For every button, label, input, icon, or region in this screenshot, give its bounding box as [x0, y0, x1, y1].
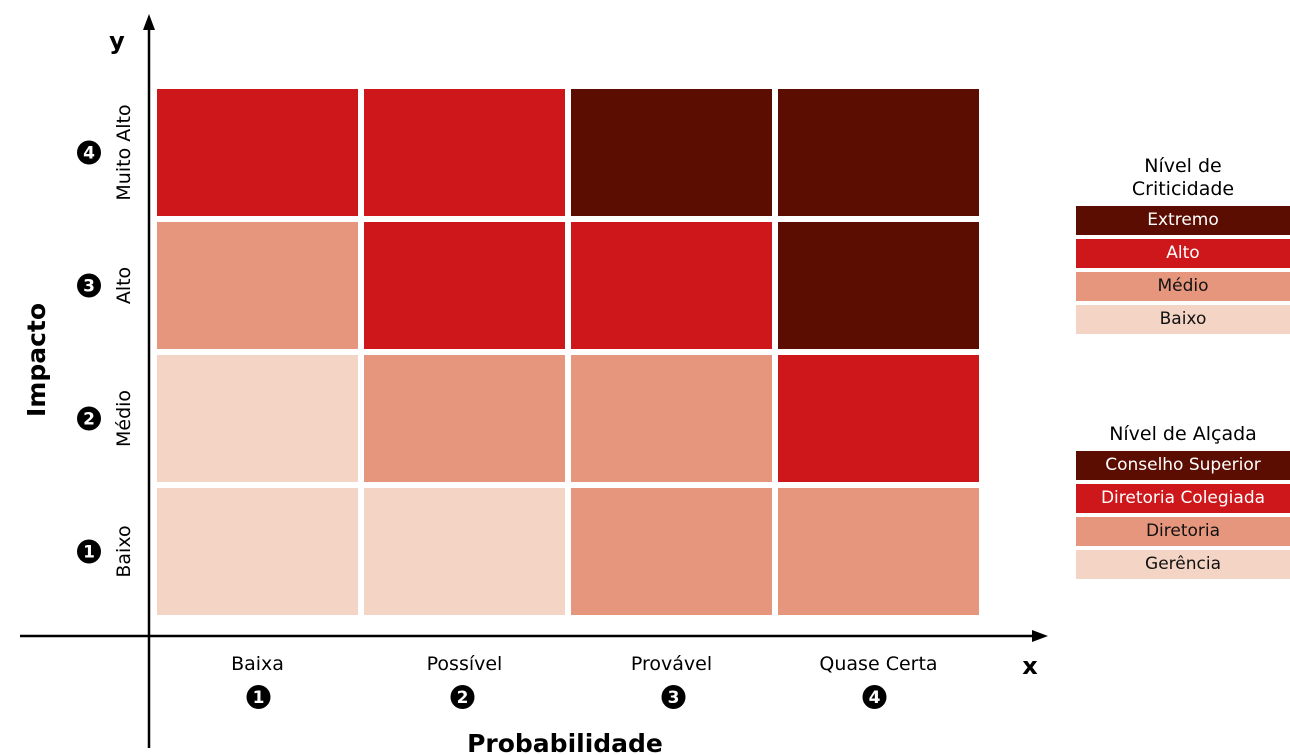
y-tick-label-muito-alto: Muito Alto: [113, 104, 135, 200]
y-tick-label-baixo: Baixo: [113, 525, 135, 577]
y-tick-label-alto: Alto: [113, 267, 135, 304]
badge-circle: [77, 273, 101, 298]
matrix-cell-r1-c2: [364, 488, 565, 615]
x-tick-number-3: 3: [661, 685, 686, 709]
matrix-cell-r1-c4: [778, 488, 979, 615]
y-tick-number-3: 3: [77, 273, 101, 298]
y-tick-label-medio: Médio: [113, 390, 135, 447]
x-tick-label-possivel: Possível: [427, 653, 503, 675]
badge-number: 4: [869, 688, 881, 708]
legend-title-line: Nível de: [1144, 155, 1222, 177]
badge-circle: [246, 685, 271, 709]
x-tick-label-baixa: Baixa: [231, 653, 284, 675]
legend-item-medio: Médio: [1076, 272, 1290, 301]
badge-number: 1: [253, 688, 265, 708]
matrix-cell-r2-c4: [778, 355, 979, 482]
badge-circle: [450, 685, 475, 709]
badge-number: 3: [83, 277, 95, 297]
legend-item-diretoria-colegiada: Diretoria Colegiada: [1076, 484, 1290, 513]
matrix-cell-r2-c1: [157, 355, 358, 482]
matrix-cell-r3-c4: [778, 222, 979, 349]
x-tick-number-1: 1: [246, 685, 271, 709]
matrix-cell-r1-c3: [571, 488, 772, 615]
criticality-legend: Nível de Criticidade Extremo Alto Médio …: [1076, 155, 1290, 334]
y-tick-number-1: 1: [77, 539, 101, 564]
legend-item-alto: Alto: [1076, 239, 1290, 268]
badge-number: 3: [668, 688, 680, 708]
matrix-cell-r4-c2: [364, 89, 565, 216]
matrix-cells: [157, 89, 979, 615]
matrix-cell-r3-c1: [157, 222, 358, 349]
y-tick-number-2: 2: [77, 406, 101, 431]
x-tick-labels: Baixa 1 Possível 2 Provável 3 Quase Certa 4: [231, 653, 938, 709]
x-axis-arrow: [1032, 630, 1048, 642]
matrix-cell-r4-c3: [571, 89, 772, 216]
badge-circle: [862, 685, 887, 709]
legend-item-gerencia: Gerência: [1076, 550, 1290, 579]
badge-circle: [77, 140, 101, 165]
x-axis-title: Probabilidade: [467, 729, 663, 755]
y-axis-title: Impacto: [22, 303, 51, 417]
y-tick-number-4: 4: [77, 140, 101, 165]
legend-item-diretoria: Diretoria: [1076, 517, 1290, 546]
matrix-cell-r1-c1: [157, 488, 358, 615]
x-tick-label-provavel: Provável: [631, 653, 712, 675]
matrix-cell-r4-c1: [157, 89, 358, 216]
badge-circle: [661, 685, 686, 709]
y-tick-labels: Baixo 1 Médio 2 Alto 3 Muito Alto 4: [77, 104, 135, 578]
x-tick-number-4: 4: [862, 685, 887, 709]
approval-level-legend-title: Nível de Alçada: [1076, 423, 1290, 446]
badge-number: 1: [83, 543, 95, 563]
badge-number: 4: [83, 144, 95, 164]
risk-matrix-chart: y x Impacto Probabilidade Baixa 1 Possível…: [20, 14, 1048, 755]
badge-number: 2: [457, 688, 469, 708]
matrix-cell-r2-c2: [364, 355, 565, 482]
badge-circle: [77, 539, 101, 564]
legend-title-line: Criticidade: [1131, 178, 1235, 200]
x-tick-number-2: 2: [450, 685, 475, 709]
x-axis-letter: x: [1022, 652, 1038, 680]
y-axis-letter: y: [109, 27, 125, 55]
matrix-cell-r3-c2: [364, 222, 565, 349]
badge-circle: [77, 406, 101, 431]
matrix-cell-r3-c3: [571, 222, 772, 349]
legend-item-extremo: Extremo: [1076, 206, 1290, 235]
legend-title-line: Nível de Alçada: [1109, 423, 1257, 445]
badge-number: 2: [83, 410, 95, 430]
legend-item-conselho-superior: Conselho Superior: [1076, 451, 1290, 480]
matrix-cell-r4-c4: [778, 89, 979, 216]
x-tick-label-quase-certa: Quase Certa: [819, 653, 937, 675]
y-axis-arrow: [143, 14, 155, 30]
approval-level-legend: Nível de Alçada Conselho Superior Direto…: [1076, 423, 1290, 579]
matrix-cell-r2-c3: [571, 355, 772, 482]
criticality-legend-title: Nível de Criticidade: [1076, 155, 1290, 201]
legend-item-baixo: Baixo: [1076, 305, 1290, 334]
